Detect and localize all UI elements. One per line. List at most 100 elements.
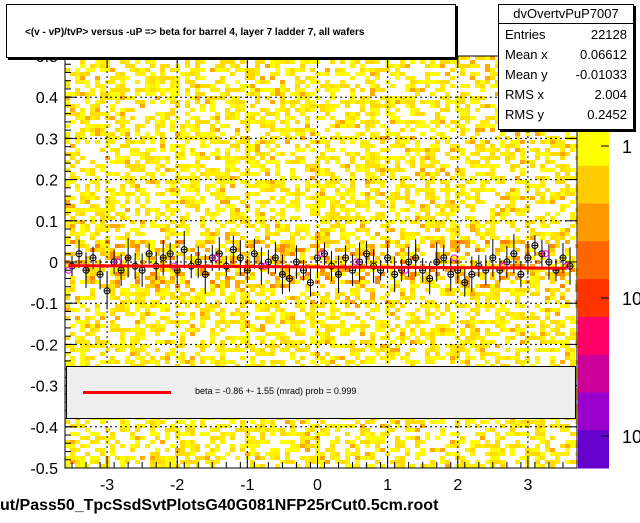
heat-cell xyxy=(560,148,565,152)
heat-cell xyxy=(120,300,125,304)
heat-cell xyxy=(270,72,275,76)
heat-cell xyxy=(125,128,130,132)
heat-cell xyxy=(80,196,85,200)
heat-cell xyxy=(365,124,370,128)
heat-cell xyxy=(325,68,330,72)
heat-cell xyxy=(435,116,440,120)
heat-cell xyxy=(545,296,550,300)
heat-cell xyxy=(255,348,260,352)
heat-cell xyxy=(145,200,150,204)
heat-cell xyxy=(225,424,230,428)
heat-cell xyxy=(390,356,395,360)
heat-cell xyxy=(380,200,385,204)
heat-cell xyxy=(70,164,75,168)
heat-cell xyxy=(560,344,565,348)
heat-cell xyxy=(255,316,260,320)
heat-cell xyxy=(335,356,340,360)
heat-cell xyxy=(215,248,220,252)
heat-cell xyxy=(185,228,190,232)
heat-cell xyxy=(565,184,570,188)
heat-cell xyxy=(280,212,285,216)
heat-cell xyxy=(430,328,435,332)
heat-cell xyxy=(155,112,160,116)
heat-cell xyxy=(150,440,155,444)
heat-cell xyxy=(200,196,205,200)
heat-cell xyxy=(560,180,565,184)
heat-cell xyxy=(480,128,485,132)
heat-cell xyxy=(110,192,115,196)
heat-cell xyxy=(430,224,435,228)
heat-cell xyxy=(70,144,75,148)
heat-cell xyxy=(300,132,305,136)
heat-cell xyxy=(280,240,285,244)
heat-cell xyxy=(295,348,300,352)
heat-cell xyxy=(280,312,285,316)
heat-cell xyxy=(425,320,430,324)
heat-cell xyxy=(565,240,570,244)
heat-cell xyxy=(410,316,415,320)
heat-cell xyxy=(475,424,480,428)
heat-cell xyxy=(170,120,175,124)
heat-cell xyxy=(395,324,400,328)
heat-cell xyxy=(150,180,155,184)
heat-cell xyxy=(165,200,170,204)
heat-cell xyxy=(380,328,385,332)
heat-cell xyxy=(110,256,115,260)
heat-cell xyxy=(475,164,480,168)
heat-cell xyxy=(100,352,105,356)
heat-cell xyxy=(510,192,515,196)
heat-cell xyxy=(490,208,495,212)
heat-cell xyxy=(155,224,160,228)
heat-cell xyxy=(185,92,190,96)
heat-cell xyxy=(165,216,170,220)
heat-cell xyxy=(490,224,495,228)
heat-cell xyxy=(365,156,370,160)
heat-cell xyxy=(255,148,260,152)
heat-cell xyxy=(150,360,155,364)
heat-cell xyxy=(360,120,365,124)
heat-cell xyxy=(190,324,195,328)
heat-cell xyxy=(165,228,170,232)
heat-cell xyxy=(245,332,250,336)
heat-cell xyxy=(495,176,500,180)
heat-cell xyxy=(160,308,165,312)
heat-cell xyxy=(360,432,365,436)
heat-cell xyxy=(540,216,545,220)
heat-cell xyxy=(160,72,165,76)
heat-cell xyxy=(545,136,550,140)
heat-cell xyxy=(95,308,100,312)
heat-cell xyxy=(80,348,85,352)
heat-cell xyxy=(250,284,255,288)
heat-cell xyxy=(175,192,180,196)
heat-cell xyxy=(560,232,565,236)
heat-cell xyxy=(340,72,345,76)
heat-cell xyxy=(410,320,415,324)
heat-cell xyxy=(355,212,360,216)
heat-cell xyxy=(85,96,90,100)
heat-cell xyxy=(505,288,510,292)
heat-cell xyxy=(435,304,440,308)
heat-cell xyxy=(230,136,235,140)
heat-cell xyxy=(465,108,470,112)
heat-cell xyxy=(485,228,490,232)
heat-cell xyxy=(450,188,455,192)
heat-cell xyxy=(170,348,175,352)
heat-cell xyxy=(430,268,435,272)
heat-cell xyxy=(345,268,350,272)
heat-cell xyxy=(405,136,410,140)
heat-cell xyxy=(220,260,225,264)
heat-cell xyxy=(185,320,190,324)
heat-cell xyxy=(550,192,555,196)
heat-cell xyxy=(545,232,550,236)
heat-cell xyxy=(515,352,520,356)
heat-cell xyxy=(120,420,125,424)
heat-cell xyxy=(330,108,335,112)
heat-cell xyxy=(435,140,440,144)
heat-cell xyxy=(200,60,205,64)
heat-cell xyxy=(390,312,395,316)
heat-cell xyxy=(340,328,345,332)
heat-cell xyxy=(120,204,125,208)
heat-cell xyxy=(285,320,290,324)
heat-cell xyxy=(190,184,195,188)
heat-cell xyxy=(65,100,70,104)
